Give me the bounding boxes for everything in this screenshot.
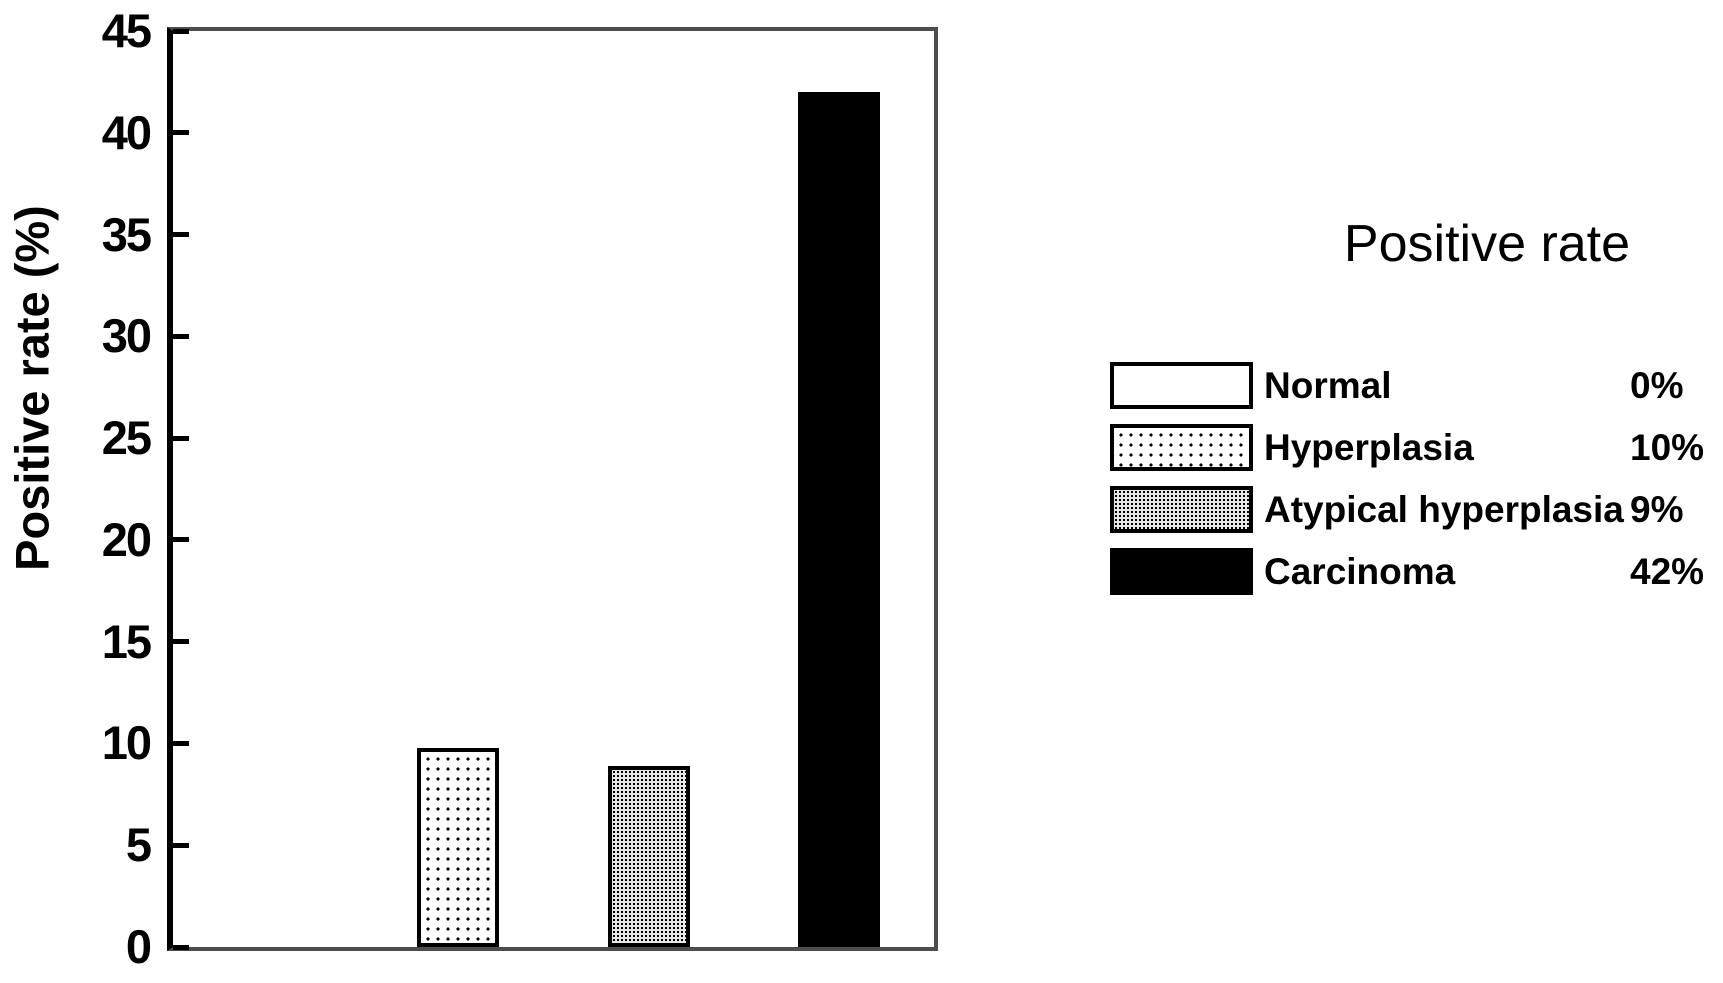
legend-swatch-dots-sparse — [1110, 424, 1253, 471]
bar-hyperplasia — [417, 747, 500, 947]
y-axis-tick — [173, 232, 189, 238]
legend-swatch-solid-black — [1110, 548, 1253, 595]
y-axis-tick — [173, 740, 189, 746]
legend-label: Normal — [1264, 364, 1392, 406]
legend-row-hyperplasia: Hyperplasia 10% — [1110, 424, 1720, 471]
legend-value: 42% — [1630, 550, 1705, 592]
plot-area — [167, 27, 938, 951]
legend-value: 0% — [1630, 364, 1684, 406]
legend-row-atypical-hyperplasia: Atypical hyperplasia 9% — [1110, 486, 1720, 533]
y-axis-tick-label: 40 — [101, 105, 152, 159]
y-axis-tick — [173, 842, 189, 848]
y-axis-tick — [173, 639, 189, 645]
legend-label: Carcinoma — [1264, 550, 1456, 592]
y-axis-tick-label: 0 — [125, 920, 152, 973]
bar-atypical-hyperplasia — [607, 765, 690, 947]
y-axis-tick — [173, 333, 189, 339]
legend-label: Hyperplasia — [1264, 426, 1474, 468]
y-axis-tick-label: 5 — [125, 818, 152, 872]
legend-title: Positive rate — [1343, 215, 1631, 273]
y-axis-tick-label: 25 — [101, 411, 152, 465]
y-axis-tick — [173, 28, 189, 34]
legend-value: 9% — [1630, 488, 1684, 530]
y-axis-tick — [173, 435, 189, 441]
y-axis-tick-label: 20 — [101, 512, 152, 566]
legend-swatch-white — [1110, 362, 1253, 409]
y-axis-tick — [173, 130, 189, 136]
y-axis-tick-label: 10 — [101, 716, 152, 770]
legend-row-carcinoma: Carcinoma 42% — [1110, 548, 1720, 595]
legend-swatch-dots-dense — [1110, 486, 1253, 533]
legend-value: 10% — [1630, 426, 1705, 468]
y-axis-tick-label: 15 — [101, 614, 152, 668]
legend-row-normal: Normal 0% — [1110, 362, 1720, 409]
y-axis-tick-label: 30 — [101, 309, 152, 363]
y-axis-tick — [173, 944, 189, 950]
legend: Normal 0% Hyperplasia 10% Atypical hyperplas… — [1110, 362, 1720, 610]
y-axis-tick — [173, 537, 189, 543]
y-axis-tick-label: 35 — [101, 207, 152, 261]
bar-carcinoma — [797, 92, 880, 947]
plot-inner — [173, 28, 934, 950]
y-axis-tick-label: 45 — [101, 4, 152, 57]
legend-label: Atypical hyperplasia — [1264, 488, 1624, 530]
